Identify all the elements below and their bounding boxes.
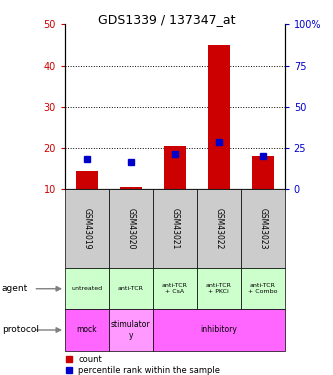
Bar xyxy=(164,146,186,189)
Text: GDS1339 / 137347_at: GDS1339 / 137347_at xyxy=(98,13,235,26)
Bar xyxy=(109,268,153,309)
Text: protocol: protocol xyxy=(2,326,39,334)
Text: anti-TCR
+ PKCi: anti-TCR + PKCi xyxy=(206,284,232,294)
Text: GSM43022: GSM43022 xyxy=(214,208,223,249)
Bar xyxy=(153,268,197,309)
Text: GSM43020: GSM43020 xyxy=(126,208,136,249)
Bar xyxy=(241,189,285,268)
Text: agent: agent xyxy=(2,284,28,293)
Text: inhibitory: inhibitory xyxy=(200,326,237,334)
Text: anti-TCR: anti-TCR xyxy=(118,286,144,291)
Bar xyxy=(65,189,109,268)
Bar xyxy=(120,188,142,189)
Bar xyxy=(197,268,241,309)
Text: GSM43023: GSM43023 xyxy=(258,208,267,249)
Text: GSM43021: GSM43021 xyxy=(170,208,179,249)
Text: anti-TCR
+ Combo: anti-TCR + Combo xyxy=(248,284,277,294)
Text: untreated: untreated xyxy=(71,286,103,291)
Bar xyxy=(65,268,109,309)
Text: stimulator
y: stimulator y xyxy=(111,320,151,340)
Bar xyxy=(197,189,241,268)
Bar xyxy=(65,309,109,351)
Text: mock: mock xyxy=(77,326,97,334)
Bar xyxy=(241,268,285,309)
Bar xyxy=(76,171,98,189)
Text: percentile rank within the sample: percentile rank within the sample xyxy=(78,366,220,375)
Text: anti-TCR
+ CsA: anti-TCR + CsA xyxy=(162,284,188,294)
Bar xyxy=(252,156,274,189)
Bar xyxy=(109,189,153,268)
Bar xyxy=(208,45,230,189)
Bar xyxy=(109,309,153,351)
Bar xyxy=(153,309,285,351)
Text: count: count xyxy=(78,355,102,364)
Bar xyxy=(153,189,197,268)
Text: GSM43019: GSM43019 xyxy=(82,208,92,249)
